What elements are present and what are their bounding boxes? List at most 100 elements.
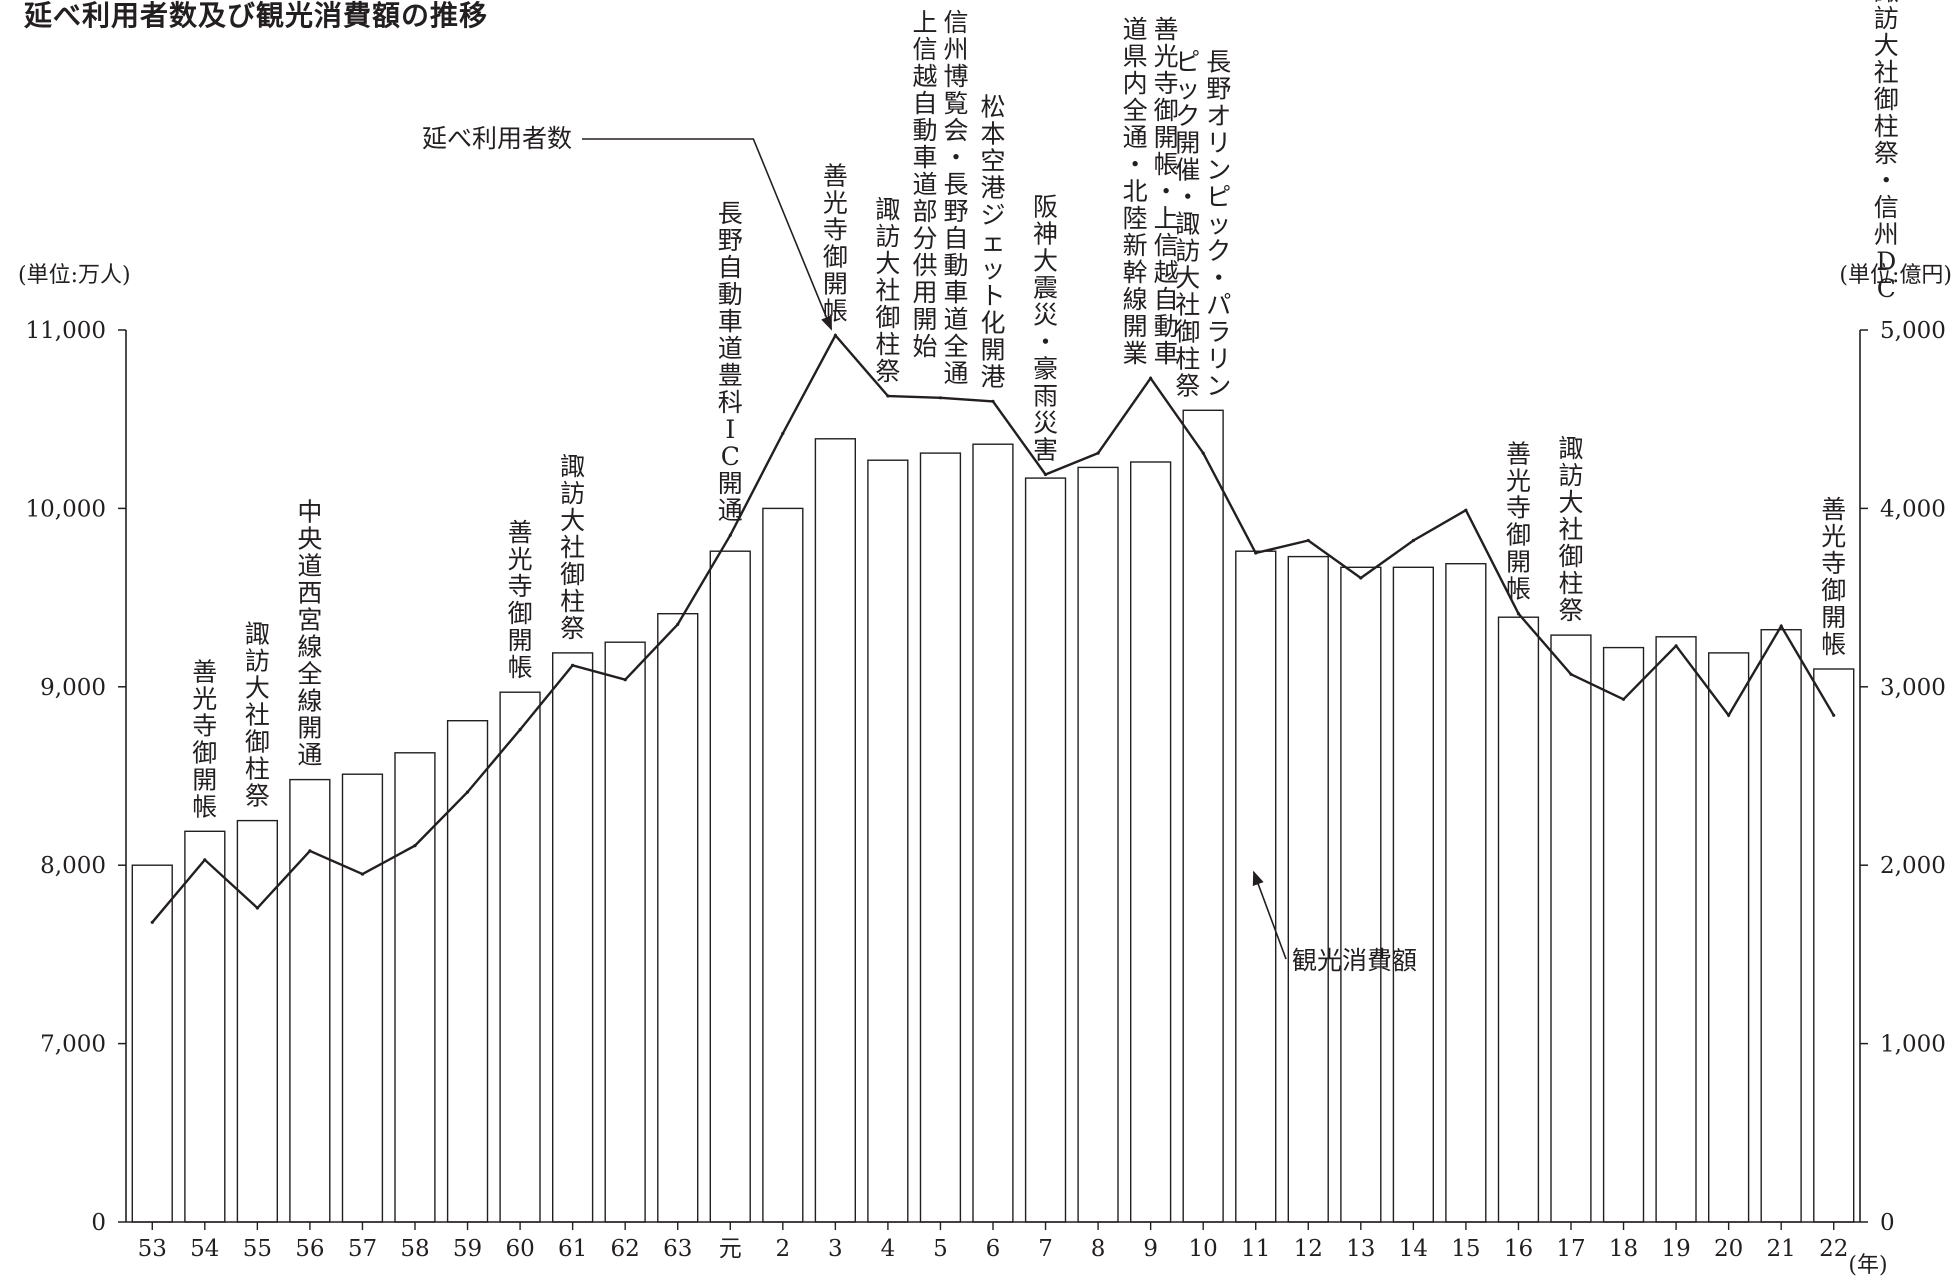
- bar-8: [1077, 466, 1119, 1223]
- x-tick-label: 10: [1189, 1236, 1218, 1262]
- event-char: 道: [912, 170, 937, 199]
- bar-60: [499, 691, 541, 1223]
- event-char: 信: [943, 8, 968, 37]
- event-char: ッ: [1175, 74, 1200, 103]
- event-char: 開: [297, 714, 322, 743]
- right-tick-label: 3,000: [1880, 675, 1946, 701]
- event-char: 阪: [1033, 193, 1058, 222]
- line-point-5: [938, 396, 943, 400]
- event-char: 光: [1154, 42, 1179, 71]
- x-tick-label: 14: [1399, 1236, 1428, 1262]
- event-char: 大: [1558, 488, 1583, 517]
- event-char: 御: [1154, 96, 1179, 125]
- event-char: 通: [1123, 123, 1148, 152]
- line-point-60: [518, 728, 522, 732]
- event-char: ッ: [1206, 209, 1231, 238]
- x-tick-label: 60: [505, 1236, 534, 1262]
- x-tick-label: 6: [986, 1236, 1001, 1262]
- event-char: 野: [943, 197, 968, 226]
- event-char: 自: [718, 253, 743, 282]
- event-char: 御: [192, 738, 217, 767]
- event-char: 宮: [297, 606, 322, 635]
- event-char: 動: [943, 251, 968, 280]
- x-tick-label: 63: [663, 1236, 692, 1262]
- x-tick-label: 59: [453, 1236, 482, 1262]
- event-char: 御: [560, 560, 585, 589]
- bar-53: [131, 864, 173, 1223]
- event-char: ピ: [1206, 182, 1231, 211]
- event-char: 帳: [1821, 630, 1846, 659]
- event-char: 催: [1175, 155, 1200, 184]
- bar-62: [604, 641, 646, 1223]
- event-char: 寺: [192, 711, 217, 740]
- event-char: 全: [297, 660, 322, 689]
- x-tick-label: 3: [828, 1236, 843, 1262]
- event-char: 開: [1506, 548, 1531, 577]
- event-char: 自: [1154, 285, 1179, 314]
- event-char: 道: [297, 552, 322, 581]
- event-char: 柱: [1175, 344, 1200, 373]
- event-char: 業: [1123, 339, 1148, 368]
- line-point-13: [1359, 576, 1363, 580]
- event-char: ェ: [980, 227, 1005, 256]
- event-char: 善: [1821, 495, 1846, 524]
- bar-14: [1392, 566, 1435, 1223]
- event-char: 善: [823, 161, 848, 190]
- event-char: 諏: [1874, 0, 1899, 6]
- event-char: 神: [1033, 220, 1058, 249]
- line-point-54: [203, 858, 207, 862]
- bar-2: [762, 507, 804, 1223]
- event-char: 大: [1874, 31, 1899, 60]
- axes-layer: [118, 329, 1868, 1230]
- event-char: 道: [718, 334, 743, 363]
- event-char: 柱: [875, 330, 900, 359]
- event-char: ・: [1874, 166, 1899, 195]
- bar-4: [867, 459, 909, 1223]
- event-char: ン: [1206, 155, 1231, 184]
- event-char: 化: [980, 308, 1005, 337]
- event-char: 上: [912, 8, 937, 37]
- x-tick-label: 22: [1819, 1236, 1848, 1262]
- event-char: 祭: [1874, 139, 1899, 168]
- event-char: 御: [1874, 85, 1899, 114]
- event-char: 光: [192, 684, 217, 713]
- event-char: 長: [1206, 47, 1231, 76]
- event-char: C: [721, 442, 740, 471]
- series-label-line: 延べ利用者数: [422, 124, 572, 153]
- event-char: 用: [912, 278, 937, 307]
- event-char: 柱: [1874, 112, 1899, 141]
- event-annotation-9-0: 松本空港ジェット化開港: [980, 92, 1005, 391]
- event-char: ・: [1123, 150, 1148, 179]
- bar-16: [1497, 616, 1540, 1223]
- line-point-56: [308, 849, 312, 853]
- line-point-22: [1832, 713, 1836, 717]
- event-char: オ: [1206, 101, 1231, 130]
- line-point-20: [1727, 713, 1731, 717]
- event-char: 開: [823, 269, 848, 298]
- event-char: 害: [1033, 436, 1058, 465]
- bar-19: [1655, 636, 1697, 1223]
- event-char: ・: [1175, 182, 1200, 211]
- event-char: 中: [297, 498, 322, 527]
- event-char: リ: [1206, 344, 1231, 373]
- line-point-19: [1674, 644, 1678, 648]
- right-tick-label: 2,000: [1880, 853, 1946, 879]
- event-char: 開: [1154, 123, 1179, 152]
- line-point-17: [1569, 672, 1573, 676]
- event-char: 線: [297, 633, 322, 662]
- bar-63: [657, 613, 699, 1223]
- line-point-16: [1516, 612, 1521, 616]
- event-char: 陸: [1123, 204, 1148, 233]
- event-char: 車: [718, 307, 743, 336]
- event-char: ト: [980, 281, 1005, 310]
- x-axis-unit: (年): [1848, 1253, 1887, 1278]
- event-char: 諏: [560, 452, 585, 481]
- line-point-6: [991, 399, 995, 403]
- left-tick-label: 11,000: [26, 318, 106, 344]
- event-char: 社: [1558, 515, 1583, 544]
- event-char: 訪: [1558, 461, 1583, 490]
- event-char: 災: [1033, 301, 1058, 330]
- event-char: 会: [943, 116, 968, 145]
- line-point-62: [623, 678, 627, 682]
- event-char: 訪: [1175, 236, 1200, 265]
